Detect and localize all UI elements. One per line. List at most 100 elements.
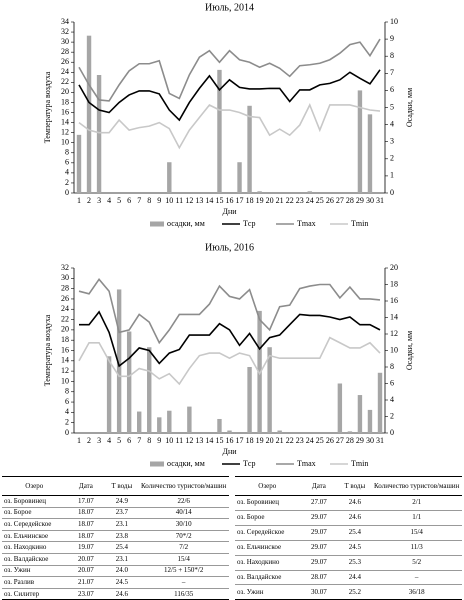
x-tick-label: 24 (306, 196, 314, 205)
x-tick-label: 25 (316, 196, 324, 205)
table-cell: 12/5 + 150*/2 (138, 565, 229, 578)
table-cell: оз. Середейское (235, 525, 300, 541)
table-cell: 11/3 (371, 540, 462, 556)
x-axis-title: Дни (222, 207, 237, 216)
chart-title: Июль, 2014 (205, 2, 254, 13)
table-cell: 28.07 (299, 570, 339, 586)
x-tick-label: 16 (226, 196, 234, 205)
y-tick-label: 18 (61, 97, 69, 106)
table-cell: 22/6 (138, 495, 229, 508)
precip-bar (247, 105, 252, 193)
x-tick-label: 2 (87, 196, 91, 205)
table-cell: оз. Валдайское (235, 570, 300, 586)
x-tick-label: 23 (296, 196, 304, 205)
precip-bar (257, 310, 262, 433)
header-row: Озеро Дата T воды Количество туристов/машин (2, 476, 229, 496)
table-cell: 29.07 (299, 555, 339, 571)
x-tick-label: 12 (185, 436, 193, 445)
x-tick-label: 19 (256, 196, 264, 205)
x-tick-label: 27 (336, 196, 344, 205)
table-cell: 29.07 (299, 540, 339, 556)
x-tick-label: 30 (366, 196, 374, 205)
x-tick-label: 17 (236, 436, 244, 445)
table-row: оз. Силитер 23.07 24.6 116/35 (2, 588, 229, 600)
y-tick-label: 26 (61, 294, 69, 303)
x-tick-label: 28 (346, 436, 354, 445)
y-tick-label: 6 (65, 158, 69, 167)
x-tick-label: 26 (326, 196, 334, 205)
charts: Июль, 2014024681012141618202224262830323… (43, 2, 414, 468)
precip-bar (367, 409, 373, 433)
table-row: оз. Борое 29.07 24.6 1/1 (235, 510, 462, 526)
y2-tick-label: 7 (390, 68, 394, 77)
y-tick-label: 10 (61, 138, 69, 147)
x-tick-label: 28 (346, 196, 354, 205)
precip-bar (247, 367, 252, 433)
table-row: оз. Ельчинское 29.07 24.5 11/3 (235, 540, 462, 556)
temperature-line (78, 278, 381, 345)
x-tick-label: 31 (376, 196, 384, 205)
table-cell: 1/1 (371, 510, 462, 526)
legend-swatch (150, 221, 164, 227)
y2-tick-label: 10 (390, 17, 398, 26)
table-cell: 23.8 (105, 530, 139, 543)
table-cell: 18.07 (66, 507, 106, 520)
precip-bar (357, 90, 363, 193)
legend-label: осадки, мм (167, 219, 205, 228)
table-row: оз. Боровинец 27.07 24.6 2/1 (235, 495, 462, 511)
x-tick-label: 5 (117, 436, 121, 445)
x-tick-label: 16 (226, 436, 234, 445)
y-tick-label: 2 (65, 178, 69, 187)
table-cell: оз. Середейское (2, 518, 67, 531)
table-cell: оз. Ужин (235, 584, 300, 600)
table-cell: оз. Борое (235, 510, 300, 526)
y-tick-label: 6 (65, 397, 69, 406)
tables: Озеро Дата T воды Количество туристов/машин… (2, 476, 462, 600)
y2-axis-title: Осадки, мм (405, 88, 414, 127)
precip-bar (96, 75, 102, 193)
x-tick-label: 5 (117, 196, 121, 205)
precip-bar (76, 134, 82, 193)
y-axis-title: Температура воздуха (43, 314, 52, 386)
x-tick-label: 18 (246, 436, 254, 445)
table-cell: оз. Валдайское (2, 553, 67, 566)
x-tick-label: 18 (246, 196, 254, 205)
y2-tick-label: 4 (390, 395, 394, 404)
x-tick-label: 11 (175, 436, 183, 445)
legend-label: Tmin (351, 459, 368, 468)
precip-bar (257, 191, 262, 193)
table-cell: 29.07 (299, 525, 339, 541)
y2-tick-label: 8 (390, 51, 394, 60)
table-cell: 24.6 (338, 495, 372, 511)
y-tick-label: 20 (61, 325, 69, 334)
table-cell: 27.07 (299, 495, 339, 511)
legend-label: Tср (243, 219, 255, 228)
x-tick-label: 15 (215, 436, 223, 445)
y-tick-label: 24 (61, 304, 69, 313)
precip-bar (106, 356, 112, 433)
legend-swatch (150, 461, 164, 467)
y2-axis-title: Осадки, мм (405, 331, 414, 370)
precip-bar (307, 191, 312, 193)
x-tick-label: 20 (266, 436, 274, 445)
precip-bar (277, 430, 282, 433)
y2-tick-label: 3 (390, 137, 394, 146)
table-row: оз. Середейское 18.07 23.1 30/10 (2, 518, 229, 531)
x-tick-label: 19 (256, 436, 264, 445)
x-tick-label: 1 (77, 436, 81, 445)
precip-bar (137, 411, 142, 433)
x-tick-label: 8 (147, 436, 151, 445)
precip-bar (187, 406, 192, 433)
precip-bar (347, 431, 353, 433)
x-tick-label: 7 (137, 436, 141, 445)
table-row: оз. Валдайское 20.07 23.1 15/4 (2, 553, 229, 566)
x-tick-label: 25 (316, 436, 324, 445)
table-cell: оз. Боровинец (2, 495, 67, 508)
x-tick-label: 8 (147, 196, 151, 205)
chart-title: Июль, 2016 (205, 242, 254, 253)
y-tick-label: 20 (61, 87, 69, 96)
table-cell: оз. Силитер (2, 588, 67, 600)
precip-bar (237, 162, 242, 193)
y-tick-label: 22 (61, 77, 69, 86)
table-cell: оз. Находкино (2, 541, 67, 554)
